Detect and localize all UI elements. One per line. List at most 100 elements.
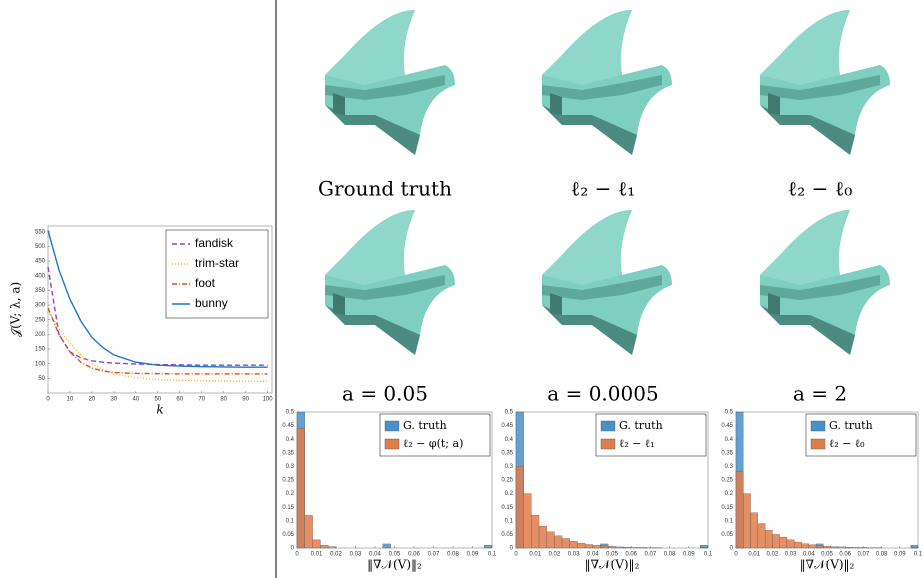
legend-swatch: [384, 438, 400, 450]
y-tick-label: 0.3: [725, 464, 734, 470]
hist-bar: [569, 541, 578, 549]
y-tick-label: 400: [35, 273, 46, 279]
x-tick-label: 90: [242, 397, 249, 403]
hist-bar: [328, 546, 337, 549]
x-tick-label: 30: [111, 397, 118, 403]
y-tick-label: 0.05: [501, 532, 513, 538]
x-tick-label: 0.1: [488, 552, 497, 558]
y-tick-label: 0.4: [725, 437, 734, 443]
legend-label: ℓ₂ − ℓ₁: [619, 437, 655, 450]
legend-label: ℓ₂ − φ(t; a): [403, 437, 463, 450]
x-tick-label: 0.03: [568, 552, 580, 558]
hist-bar: [382, 543, 391, 549]
y-tick-label: 0.15: [501, 505, 513, 511]
y-tick-label: 0.25: [282, 478, 294, 484]
legend-label: bunny: [195, 296, 228, 310]
hist-bar: [859, 547, 868, 549]
x-tick-label: 0.04: [369, 552, 381, 558]
x-tick-label: 0.04: [587, 552, 599, 558]
x-tick-label: 0.09: [894, 552, 906, 558]
x-tick-label: 0.07: [645, 552, 657, 558]
y-tick-label: 0.5: [505, 410, 514, 416]
y-tick-label: 0.3: [286, 464, 295, 470]
x-tick-label: 0.01: [311, 552, 323, 558]
y-tick-label: 0.1: [286, 518, 295, 524]
render: [542, 10, 672, 155]
y-tick-label: 0.05: [282, 532, 294, 538]
hist-bar: [743, 493, 751, 549]
legend-swatch: [810, 438, 826, 450]
y-tick-label: 350: [35, 288, 46, 294]
hist-bar: [312, 539, 321, 549]
x-tick-label: 0: [514, 552, 518, 558]
hist-bar: [623, 547, 632, 549]
y-tick-label: 0.2: [286, 491, 295, 497]
legend-swatch: [810, 420, 826, 432]
x-tick-label: 0.02: [330, 552, 342, 558]
line: [47, 307, 268, 375]
hist-bar: [808, 544, 817, 549]
caption: a = 2: [793, 382, 847, 406]
y-tick-label: 100: [35, 361, 46, 367]
y-tick-label: 250: [35, 317, 46, 323]
hist-bar: [750, 512, 758, 549]
x-tick-label: 80: [220, 397, 227, 403]
legend-swatch: [600, 420, 616, 432]
hist-bar: [538, 526, 547, 549]
y-tick-label: 0.35: [282, 450, 294, 456]
hist-bar: [786, 539, 795, 549]
legend-label: foot: [195, 276, 216, 290]
x-axis-label: k: [156, 403, 163, 417]
hist-bar: [296, 428, 305, 549]
hist-bar: [546, 531, 555, 549]
hist-bar: [608, 546, 616, 549]
x-tick-label: 0.03: [350, 552, 362, 558]
x-tick-label: 0.08: [876, 552, 888, 558]
x-tick-label: 0.01: [748, 552, 760, 558]
caption: ℓ₂ − ℓ₀: [788, 177, 853, 201]
y-tick-label: 0.45: [501, 423, 513, 429]
x-tick-label: 0.02: [767, 552, 779, 558]
x-axis-label: ‖∇𝒩(V)‖₂: [800, 558, 855, 572]
hist-bar: [772, 534, 780, 549]
x-tick-label: 70: [198, 397, 205, 403]
y-tick-label: 0: [510, 546, 514, 552]
y-tick-label: 0.45: [282, 423, 294, 429]
y-tick-label: 0.5: [725, 410, 734, 416]
y-tick-label: 50: [38, 376, 45, 382]
y-tick-label: 0: [291, 546, 295, 552]
x-tick-label: 0.01: [529, 552, 541, 558]
y-tick-label: 0.05: [721, 532, 733, 538]
x-tick-label: 0.07: [858, 552, 870, 558]
legend-swatch: [600, 438, 616, 450]
y-tick-label: 0: [730, 546, 734, 552]
x-tick-label: 0.08: [447, 552, 459, 558]
hist-bar: [554, 535, 563, 549]
hist-bar: [304, 515, 313, 549]
hist-bar: [852, 547, 860, 549]
y-tick-label: 0.35: [501, 450, 513, 456]
caption: ℓ₂ − ℓ₁: [571, 177, 636, 201]
render: [542, 210, 672, 355]
y-tick-label: 0.2: [505, 491, 514, 497]
hist-bar: [584, 544, 593, 549]
y-tick-label: 0.4: [286, 437, 295, 443]
y-tick-label: 0.35: [721, 450, 733, 456]
x-axis-label: ‖∇𝒩(V)‖₂: [585, 558, 640, 572]
y-tick-label: 0.2: [725, 491, 734, 497]
legend-label: trim-star: [195, 256, 239, 270]
y-tick-label: 150: [35, 347, 46, 353]
legend-swatch: [384, 420, 400, 432]
x-tick-label: 60: [176, 397, 183, 403]
hist-bar: [823, 545, 831, 549]
legend-label: G. truth: [403, 419, 447, 432]
y-tick-label: 0.45: [721, 423, 733, 429]
hist-bar: [735, 471, 744, 549]
hist-bar: [700, 547, 709, 549]
x-tick-label: 0.02: [549, 552, 561, 558]
legend-label: G. truth: [619, 419, 663, 432]
y-tick-label: 0.25: [501, 478, 513, 484]
x-tick-label: 0: [46, 397, 50, 403]
y-axis-label: 𝒥(V; λ, a): [9, 282, 23, 337]
